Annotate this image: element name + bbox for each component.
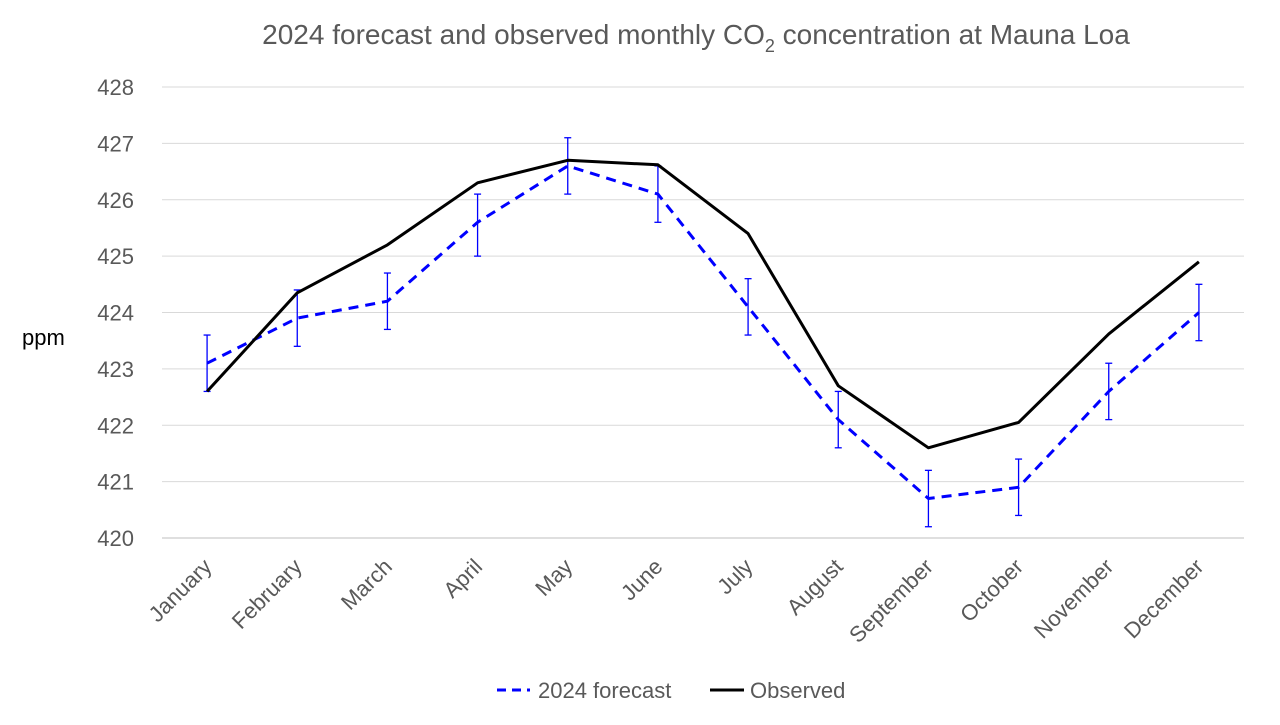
series-line-forecast [206, 164, 1200, 500]
x-tick-label: September [844, 554, 938, 648]
error-bars [203, 137, 1203, 528]
y-tick-label: 422 [97, 413, 134, 438]
y-tick-label: 428 [97, 75, 134, 100]
y-tick-labels: 420 421 422 423 424 425 426 427 428 [97, 75, 134, 551]
x-tick-label: October [955, 554, 1028, 627]
x-tick-label: March [336, 554, 397, 615]
x-tick-label: August [782, 554, 848, 620]
x-tick-label: January [144, 554, 217, 627]
legend-label-forecast: 2024 forecast [538, 678, 671, 703]
chart-title: 2024 forecast and observed monthly CO2 c… [262, 19, 1130, 56]
error-bar [744, 278, 752, 336]
error-bar [203, 334, 211, 393]
chart-title-suffix: concentration at Mauna Loa [775, 19, 1130, 50]
y-tick-label: 423 [97, 357, 134, 382]
legend-label-observed: Observed [750, 678, 845, 703]
chart-title-main: 2024 forecast and observed monthly CO [262, 19, 765, 50]
chart-title-subscript: 2 [765, 36, 775, 56]
y-tick-label: 420 [97, 526, 134, 551]
error-bar [1195, 283, 1203, 342]
series-line-observed [205, 158, 1200, 450]
grid-layer [162, 86, 1244, 539]
x-tick-label: July [712, 554, 757, 599]
x-tick-label: December [1119, 554, 1208, 643]
y-tick-label: 424 [97, 301, 134, 326]
y-tick-label: 425 [97, 244, 134, 269]
error-bar [474, 193, 482, 257]
x-tick-label: May [530, 554, 577, 601]
y-tick-label: 421 [97, 470, 134, 495]
y-axis-label: ppm [22, 325, 65, 350]
error-bar [564, 137, 572, 195]
y-tick-label: 426 [97, 188, 134, 213]
x-tick-label: November [1029, 554, 1118, 643]
x-tick-label: June [616, 554, 667, 605]
x-tick-label: February [227, 554, 307, 634]
x-tick-label: April [438, 554, 487, 603]
y-tick-label: 427 [97, 131, 134, 156]
legend: 2024 forecast Observed [497, 678, 845, 703]
series-lines [205, 158, 1200, 500]
x-tick-labels: January February March April May June July Augu… [144, 554, 1209, 648]
